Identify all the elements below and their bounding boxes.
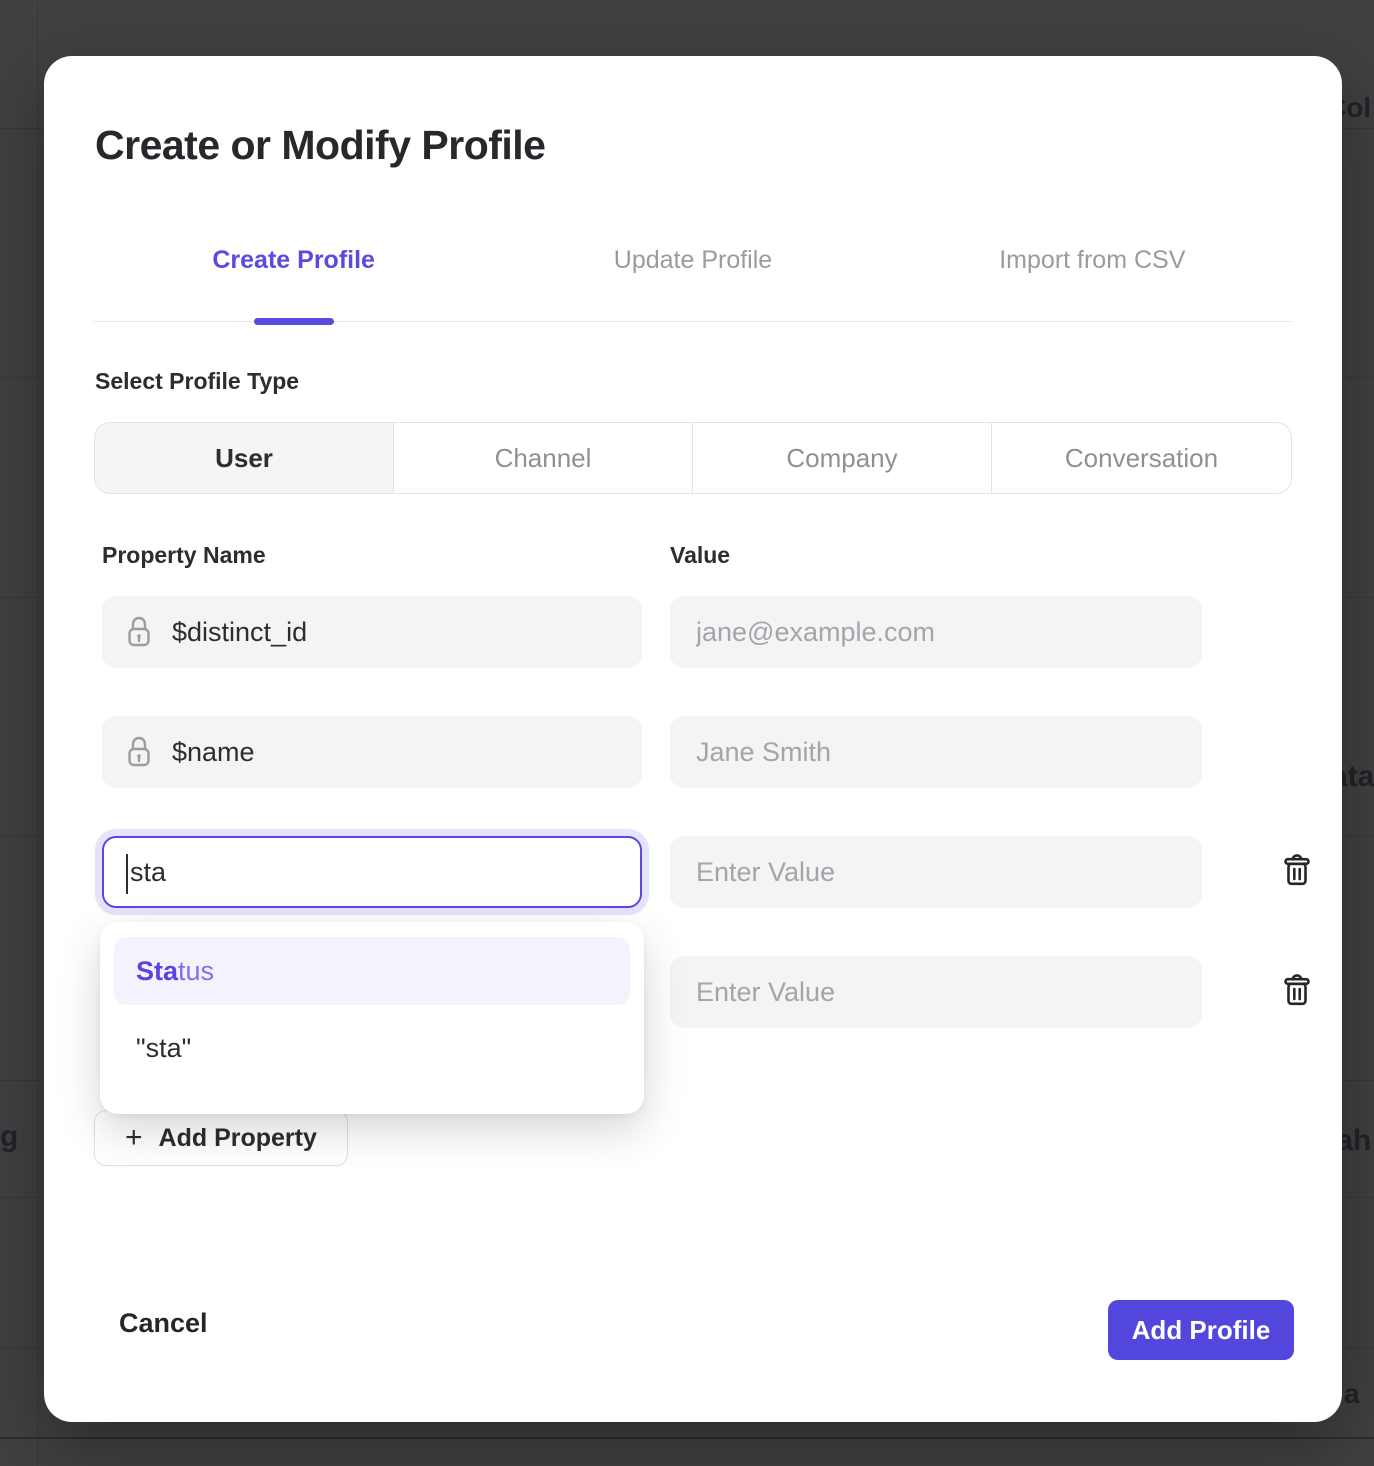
background-table-column-divider: [37, 0, 38, 1466]
profile-type-label: Select Profile Type: [95, 368, 300, 394]
delete-row-button[interactable]: [1280, 973, 1314, 1011]
dialog-title: Create or Modify Profile: [95, 122, 546, 168]
add-property-button[interactable]: + Add Property: [94, 1110, 348, 1166]
background-text-fragment: g: [0, 1120, 19, 1153]
text-caret: [126, 854, 128, 894]
value-field-name: [670, 716, 1202, 788]
autocomplete-match-text: Sta: [136, 955, 179, 986]
profile-type-selector: User Channel Company Conversation: [94, 422, 1292, 494]
value-field-row4: [670, 956, 1202, 1028]
property-name-text: $name: [172, 736, 255, 767]
property-field-name: $name: [102, 716, 642, 788]
background-text-fragment: a: [1344, 1378, 1360, 1409]
profile-type-company[interactable]: Company: [693, 423, 992, 493]
property-field-distinct-id: $distinct_id: [102, 596, 642, 668]
value-field-distinct-id: [670, 596, 1202, 668]
profile-type-conversation[interactable]: Conversation: [992, 423, 1291, 493]
dialog-tabs: Create Profile Update Profile Import fro…: [94, 238, 1292, 322]
create-or-modify-profile-dialog: Create or Modify Profile Create Profile …: [44, 56, 1342, 1422]
tab-update-profile[interactable]: Update Profile: [613, 246, 773, 274]
autocomplete-rest-text: tus: [178, 955, 215, 986]
tabs-divider: [94, 321, 1292, 322]
add-property-label: Add Property: [158, 1123, 317, 1152]
value-input-row3[interactable]: [670, 836, 1202, 908]
tab-import-from-csv[interactable]: Import from CSV: [999, 246, 1186, 274]
property-input-active[interactable]: [104, 838, 640, 906]
autocomplete-item-literal[interactable]: "sta": [136, 1033, 192, 1063]
background-table-row-divider: [0, 1437, 1374, 1439]
add-profile-button[interactable]: Add Profile: [1108, 1300, 1294, 1360]
property-name-column-header: Property Name: [102, 542, 266, 568]
cancel-button[interactable]: Cancel: [119, 1308, 208, 1338]
autocomplete-item-status[interactable]: Sta tus: [114, 937, 630, 1005]
trash-icon: [1281, 853, 1313, 892]
trash-icon: [1281, 973, 1313, 1012]
active-tab-indicator: [253, 318, 334, 325]
profile-type-user[interactable]: User: [95, 423, 394, 493]
delete-row-button[interactable]: [1280, 853, 1314, 891]
lock-icon: [124, 615, 154, 649]
property-name-text: $distinct_id: [172, 616, 308, 647]
value-column-header: Value: [670, 542, 731, 568]
lock-icon: [124, 735, 154, 769]
tab-create-profile[interactable]: Create Profile: [212, 246, 375, 274]
value-field-row3: [670, 836, 1202, 908]
profile-type-channel[interactable]: Channel: [394, 423, 693, 493]
value-input-distinct-id[interactable]: [670, 596, 1202, 668]
property-input-active-wrapper: [102, 836, 642, 908]
autocomplete-dropdown: Sta tus "sta": [100, 922, 644, 1114]
value-input-row4[interactable]: [670, 956, 1202, 1028]
value-input-name[interactable]: [670, 716, 1202, 788]
plus-icon: +: [125, 1121, 143, 1154]
